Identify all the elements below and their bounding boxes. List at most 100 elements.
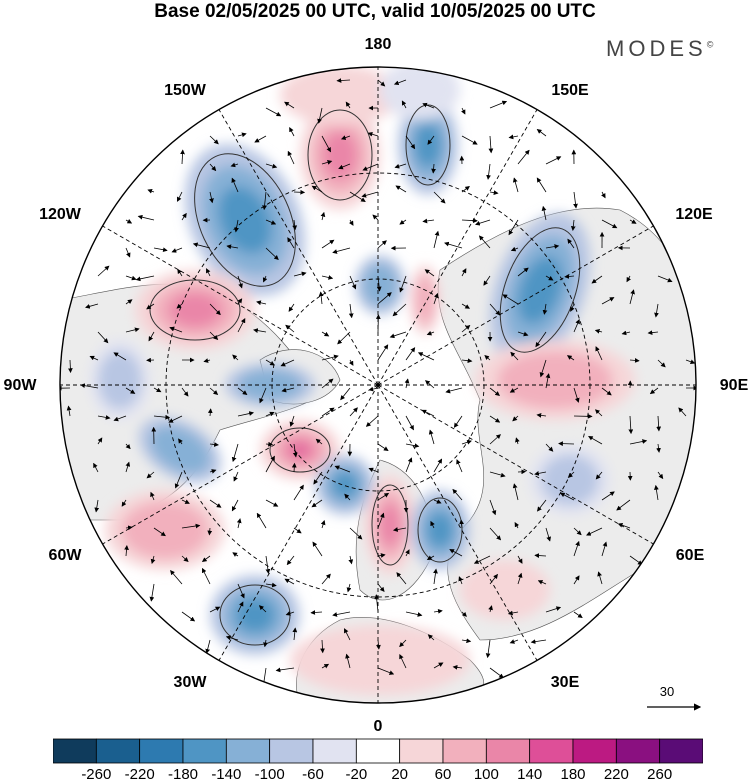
anomaly-region [541, 454, 599, 506]
wind-vector-arrow-icon [231, 499, 239, 512]
wind-vector-arrow-icon [177, 268, 183, 277]
wind-vector-arrow-icon [396, 572, 407, 585]
meridian-line [218, 384, 379, 661]
wind-vector-arrow-icon [125, 461, 131, 473]
wind-vector-arrow-icon [405, 443, 420, 448]
wind-vector-arrow-icon [489, 471, 506, 478]
wind-vector-arrow-icon [181, 611, 196, 622]
wind-vector-arrow-icon [601, 297, 615, 305]
wind-vector-arrow-icon [433, 458, 443, 473]
wind-vector-arrow-icon [427, 634, 435, 641]
wind-vector-arrow-icon [629, 439, 648, 445]
wind-vector-arrow-icon [275, 667, 295, 673]
wind-vector-arrow-icon [449, 549, 463, 557]
contour-line [405, 104, 451, 186]
wind-vector-arrow-icon [344, 628, 351, 641]
longitude-label-120e: 120E [675, 206, 713, 223]
wind-vector-arrow-icon [321, 331, 330, 337]
wind-vector-arrow-icon [445, 387, 463, 394]
wind-vector-arrow-icon [237, 275, 243, 289]
wind-vector-arrow-icon [292, 443, 298, 458]
wind-vector-arrow-icon [89, 355, 99, 361]
wind-vector-arrow-icon [376, 275, 382, 292]
wind-vector-arrow-icon [340, 387, 351, 401]
map-boundary [59, 66, 697, 704]
wind-vector-arrow-icon [125, 247, 131, 258]
colorbar-swatch [485, 738, 531, 764]
wind-vector-arrow-icon [376, 639, 381, 650]
wind-vector-arrow-icon [66, 405, 72, 417]
wind-vector-arrow-icon [573, 191, 578, 209]
wind-vector-arrow-icon [573, 318, 580, 333]
meridian-line [377, 109, 538, 386]
wind-vector-arrow-icon [377, 553, 386, 558]
wind-vector-arrow-icon [337, 331, 351, 345]
wind-vector-arrow-icon [433, 292, 439, 305]
wind-vector-arrow-icon [657, 275, 673, 283]
wind-vector-arrow-icon [483, 275, 491, 286]
wind-vector-arrow-icon [321, 378, 334, 389]
wind-vector-arrow-icon [113, 415, 127, 422]
wind-vector-arrow-icon [377, 492, 390, 501]
wind-vector-arrow-icon [320, 639, 325, 654]
wind-vector-arrow-icon [452, 488, 463, 501]
wind-vector-arrow-icon [489, 527, 502, 541]
wind-vector-arrow-icon [286, 555, 295, 566]
wind-vector-arrow-icon [263, 639, 268, 648]
anomaly-region [322, 130, 358, 180]
wind-vector-arrow-icon [169, 326, 183, 333]
wind-vector-arrow-icon [534, 471, 547, 476]
wind-vector-arrow-icon [334, 465, 351, 473]
wind-vector-arrow-icon [124, 545, 129, 557]
wind-vector-arrow-icon [256, 512, 267, 529]
wind-vector-arrow-icon [321, 275, 334, 280]
wind-vector-arrow-icon [177, 191, 183, 202]
wind-vector-arrow-icon [265, 499, 279, 507]
wind-vector-arrow-icon [80, 383, 99, 389]
meridian-line [377, 225, 654, 386]
wind-vector-arrow-icon [392, 527, 407, 532]
colorbar-swatch [182, 738, 227, 764]
wind-vector-arrow-icon [289, 415, 295, 427]
wind-vector-arrow-icon [517, 331, 529, 337]
wind-vector-arrow-icon [389, 331, 407, 339]
wind-vector-arrow-icon [265, 219, 277, 225]
wind-vector-arrow-icon [433, 499, 442, 504]
wind-vector-arrow-icon [168, 415, 183, 423]
colorbar-swatch [442, 738, 487, 764]
wind-vector-arrow-icon [207, 408, 213, 417]
wind-vector-arrow-icon [237, 583, 245, 599]
wind-vector-arrow-icon [153, 247, 168, 253]
wind-vector-arrow-icon [121, 499, 127, 507]
wind-vector-arrow-icon [564, 274, 575, 279]
wind-vector-arrow-icon [489, 387, 500, 396]
wind-vector-arrow-icon [97, 415, 111, 420]
wind-vector-arrow-icon [313, 471, 323, 485]
wind-vector-arrow-icon [601, 541, 608, 557]
wind-vector-arrow-icon [349, 191, 366, 202]
wind-vector-arrow-icon [225, 635, 239, 641]
wind-vector-arrow-icon [405, 135, 416, 150]
wind-vector-arrow-icon [209, 163, 217, 172]
wind-vector-arrow-icon [512, 483, 519, 501]
wind-vector-arrow-icon [365, 415, 379, 427]
wind-vector-arrow-icon [256, 300, 267, 306]
wind-vector-arrow-icon [656, 415, 662, 432]
wind-vector-arrow-icon [293, 271, 307, 277]
colorbar-tick-label: -180 [167, 766, 199, 783]
wind-vector-arrow-icon [621, 330, 631, 336]
wind-vector-arrow-icon [321, 160, 333, 165]
wind-vector-arrow-icon [265, 582, 277, 588]
wind-vector-arrow-icon [486, 163, 491, 180]
wind-vector-arrow-icon [567, 238, 575, 249]
wind-vector-arrow-icon [181, 523, 201, 529]
wind-vector-arrow-icon [206, 268, 211, 277]
wind-vector-arrow-icon [265, 107, 282, 117]
wind-vector-arrow-icon [570, 303, 575, 312]
wind-vectors [60, 78, 696, 687]
wind-vector-arrow-icon [293, 484, 304, 501]
colorbar-tick-label: 60 [434, 766, 452, 783]
wind-vector-arrow-icon [254, 135, 267, 143]
wind-vector-arrow-icon [332, 247, 351, 254]
colorbar-tick-label: -60 [302, 766, 324, 783]
